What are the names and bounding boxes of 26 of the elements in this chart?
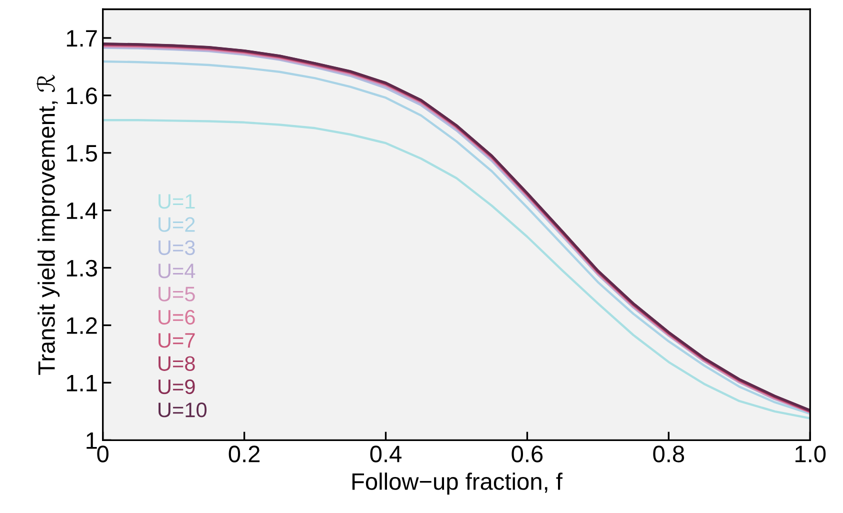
text: U=1 [158,194,195,209]
y-tick-label: 1.3 [66,260,97,277]
x-tick-label: 0.8 [653,446,684,462]
text: U=8 [158,356,195,371]
text: U=10 [158,402,207,418]
text: U=7 [158,333,195,348]
y-tick-label: 1.5 [66,145,97,162]
x-tick-label: 0 [97,446,108,462]
x-tick-label: 0.6 [512,446,543,462]
x-tick-label: 0.4 [370,446,402,462]
text: U=9 [158,379,195,394]
x-tick-label: 1.0 [796,446,826,462]
y-axis-title: Transit yield improvement, ℛ [36,74,60,375]
y-tick-label: 1.1 [66,375,97,392]
text: U=2 [158,217,195,232]
x-axis-title: Follow−up fraction, f [352,472,562,495]
y-tick-label: 1.2 [66,317,97,334]
y-tick-label: 1.6 [66,87,97,104]
y-tick-label: 1.7 [66,30,97,47]
text: U=6 [158,310,195,325]
text: U=4 [158,264,196,278]
x-tick-label: 0.2 [228,446,260,462]
text: U=3 [158,240,195,256]
y-tick-label: 1.4 [66,202,98,219]
text: U=5 [158,286,195,302]
y-tick-label: 1 [86,432,97,449]
